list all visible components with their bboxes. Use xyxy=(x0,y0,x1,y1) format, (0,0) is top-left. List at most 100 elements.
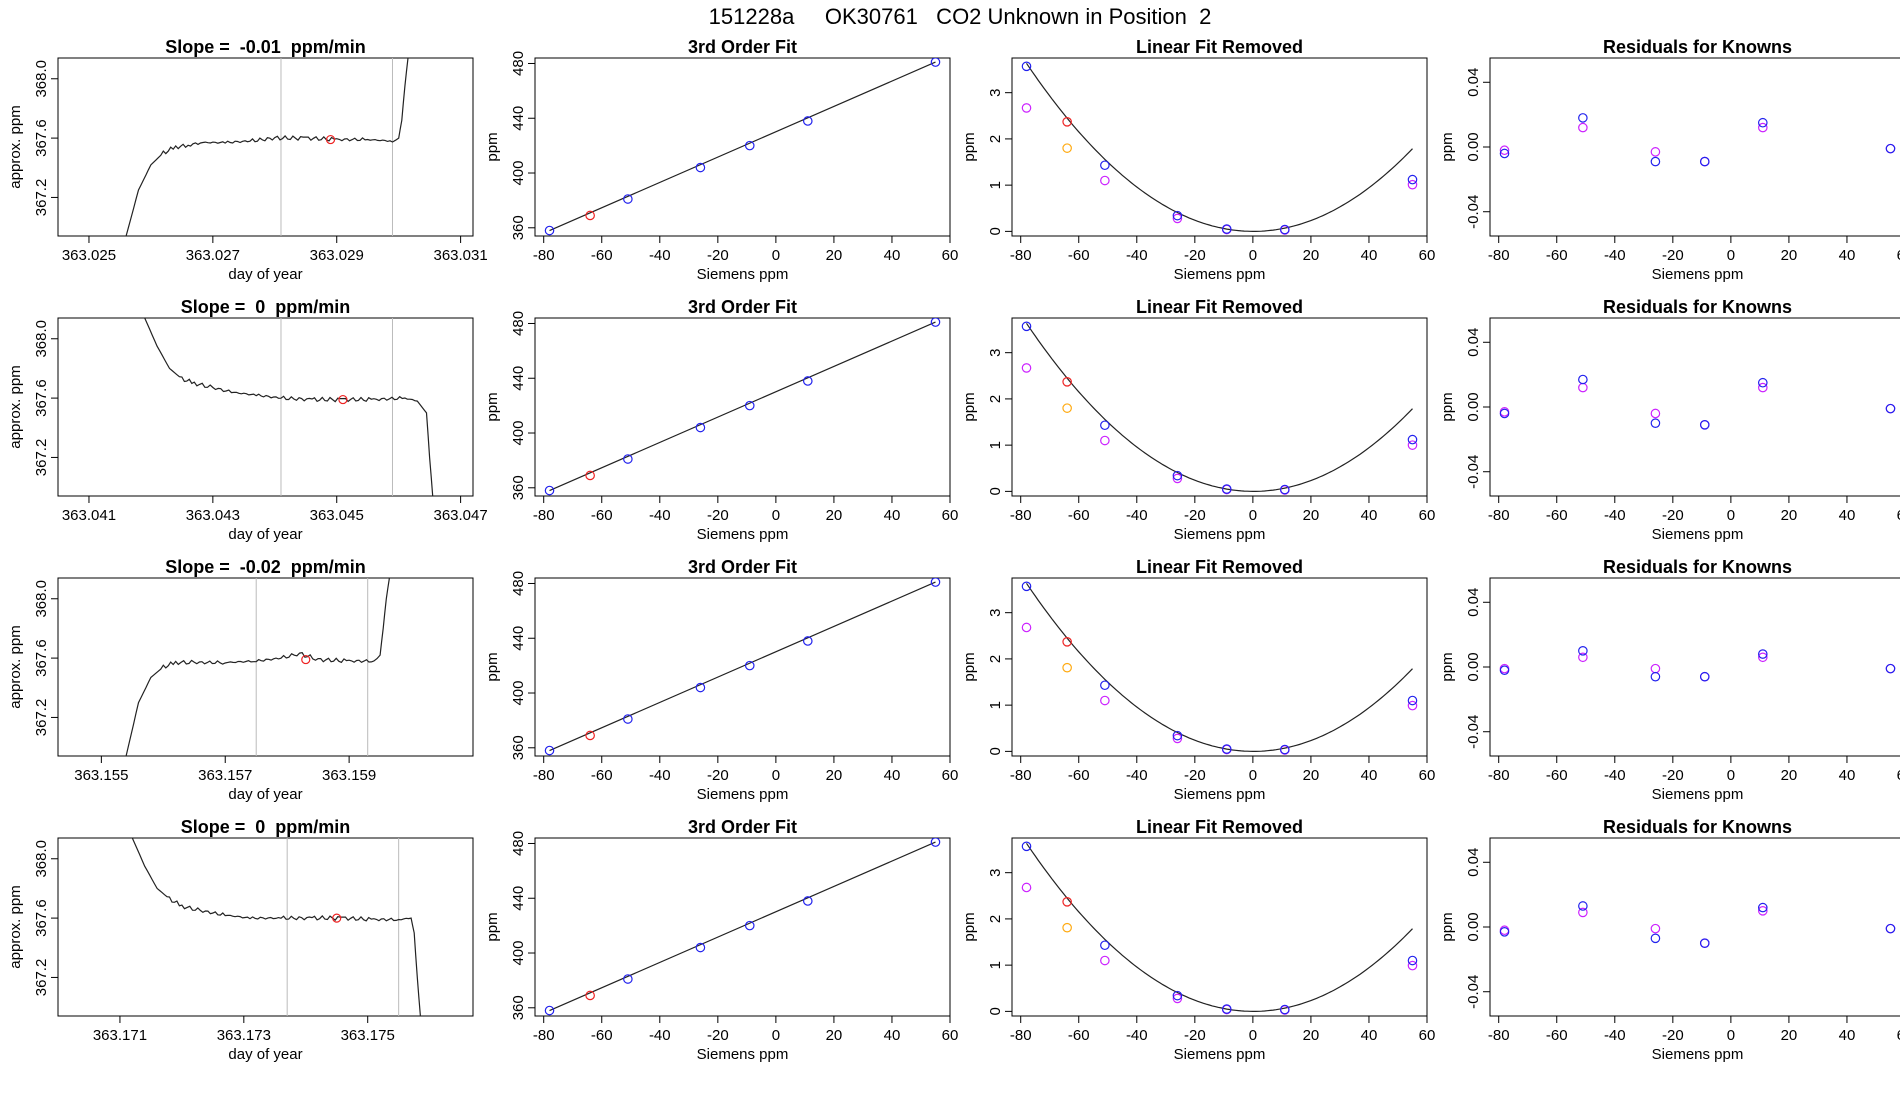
x-axis-label: Siemens ppm xyxy=(1652,1046,1744,1063)
x-tick-label: -80 xyxy=(1488,1027,1510,1044)
point-known xyxy=(1650,671,1661,682)
x-tick-label: -20 xyxy=(1662,247,1684,264)
x-tick-label: 20 xyxy=(826,247,843,264)
x-tick-label: -60 xyxy=(591,507,613,524)
panel-3-3: Residuals for Knowns -80 -60 -40 -20 0 20 40 60 S… xyxy=(1439,817,1900,1063)
y-tick-label: 0.00 xyxy=(1465,132,1482,161)
plot-frame xyxy=(1011,837,1428,1017)
point-known xyxy=(744,920,755,931)
x-tick-label: 363.041 xyxy=(62,507,116,524)
x-axis: -80 -60 -40 -20 0 20 40 60 Siemens ppm xyxy=(533,236,958,283)
y-tick-label: -0.04 xyxy=(1465,975,1482,1009)
fit-line xyxy=(549,581,936,752)
x-tick-label: 20 xyxy=(826,507,843,524)
x-tick-label: -60 xyxy=(591,1027,613,1044)
y-axis-label: ppm xyxy=(484,132,501,161)
y-axis: 360 400 440 480 ppm xyxy=(484,831,535,1020)
x-tick-label: -60 xyxy=(1546,1027,1568,1044)
y-tick-label: 3 xyxy=(987,609,1004,617)
y-tick-label: 0.00 xyxy=(1465,912,1482,941)
y-tick-label: 360 xyxy=(510,475,527,500)
x-axis: -80 -60 -40 -20 0 20 40 60 Siemens ppm xyxy=(1010,756,1435,803)
y-axis: 367.2 367.6 368.0 approx. ppm xyxy=(7,320,58,476)
x-tick-label: 20 xyxy=(1303,247,1320,264)
y-axis-label: approx. ppm xyxy=(7,365,24,448)
y-tick-label: 0 xyxy=(987,747,1004,755)
x-axis-label: Siemens ppm xyxy=(1174,1046,1266,1063)
plot-area xyxy=(1021,61,1418,235)
y-tick-label: 360 xyxy=(510,735,527,760)
point-known xyxy=(1650,156,1661,167)
point-reference xyxy=(1578,382,1588,393)
y-tick-label: 0.04 xyxy=(1465,68,1482,97)
y-axis-label: ppm xyxy=(961,652,978,681)
point-known xyxy=(1578,374,1588,385)
plot-area xyxy=(1499,646,1896,682)
point-known xyxy=(623,194,633,204)
y-axis-label: ppm xyxy=(1439,392,1456,421)
y-tick-label: 367.6 xyxy=(33,639,50,677)
x-axis-label: Siemens ppm xyxy=(697,526,789,543)
y-tick-label: 400 xyxy=(510,420,527,445)
point-known xyxy=(1699,938,1710,948)
y-tick-label: 0 xyxy=(987,487,1004,495)
y-axis-label: ppm xyxy=(484,392,501,421)
point-known xyxy=(1757,902,1768,913)
x-tick-label: -40 xyxy=(649,1027,671,1044)
point-reference xyxy=(1021,622,1032,633)
x-tick-label: -20 xyxy=(1184,247,1206,264)
x-tick-label: 20 xyxy=(1303,767,1320,784)
plot-area xyxy=(544,58,941,236)
point-reference xyxy=(1407,179,1418,190)
y-tick-label: -0.04 xyxy=(1465,195,1482,229)
x-axis: -80 -60 -40 -20 0 20 40 60 Siemens ppm xyxy=(1488,496,1900,543)
point-unknown xyxy=(585,210,595,221)
point-known xyxy=(930,838,941,847)
point-reference xyxy=(1578,652,1588,663)
point-known xyxy=(544,225,555,236)
panel-2-1: 3rd Order Fit -80 -60 -40 -20 0 20 40 60 Siemens … xyxy=(484,557,958,803)
point-known xyxy=(695,422,706,433)
point-known xyxy=(802,896,813,906)
x-tick-label: 60 xyxy=(942,507,959,524)
point-known xyxy=(1021,581,1032,592)
point-known xyxy=(930,578,941,587)
point-known xyxy=(1699,671,1710,682)
panel-1-2: Linear Fit Removed-80 -60 -40 -20 0 20 40 60Sie… xyxy=(961,297,1435,543)
panel-title: 3rd Order Fit xyxy=(688,817,797,837)
y-axis: 367.2 367.6 368.0 approx. ppm xyxy=(7,580,58,736)
point-reference xyxy=(1100,695,1110,706)
x-axis-label: Siemens ppm xyxy=(1174,526,1266,543)
y-axis-label: ppm xyxy=(1439,132,1456,161)
x-tick-label: -40 xyxy=(1604,767,1626,784)
x-tick-label: -20 xyxy=(1184,1027,1206,1044)
point-known xyxy=(623,454,633,464)
x-tick-label: 40 xyxy=(884,767,901,784)
plot-frame xyxy=(534,57,951,237)
plot-area xyxy=(144,318,434,496)
panel-title: 3rd Order Fit xyxy=(688,297,797,317)
point-known xyxy=(1885,403,1896,414)
y-tick-label: 0.00 xyxy=(1465,652,1482,681)
y-axis-label: approx. ppm xyxy=(7,885,24,968)
x-tick-label: -60 xyxy=(1546,767,1568,784)
panel-2-3: Residuals for Knowns -80 -60 -40 -20 0 20 40 60 S… xyxy=(1439,557,1900,803)
point-known xyxy=(1499,665,1510,676)
plot-area xyxy=(125,58,409,236)
point-known xyxy=(1100,940,1110,951)
x-tick-label: 0 xyxy=(772,247,780,264)
point-known xyxy=(1699,419,1710,430)
x-tick-label: -20 xyxy=(707,507,729,524)
point-reference xyxy=(1172,733,1183,744)
x-axis-label: Siemens ppm xyxy=(1652,786,1744,803)
plot-area xyxy=(1499,901,1896,948)
point-reference xyxy=(1757,122,1768,133)
x-axis-label: day of year xyxy=(228,786,302,803)
y-tick-label: 0.04 xyxy=(1465,848,1482,877)
y-tick-label: 1 xyxy=(987,181,1004,189)
point-reference xyxy=(1021,882,1032,893)
x-tick-label: 0 xyxy=(1727,247,1735,264)
plot-frame xyxy=(534,837,951,1017)
x-tick-label: 40 xyxy=(1361,247,1378,264)
panel-title: Residuals for Knowns xyxy=(1603,557,1792,577)
